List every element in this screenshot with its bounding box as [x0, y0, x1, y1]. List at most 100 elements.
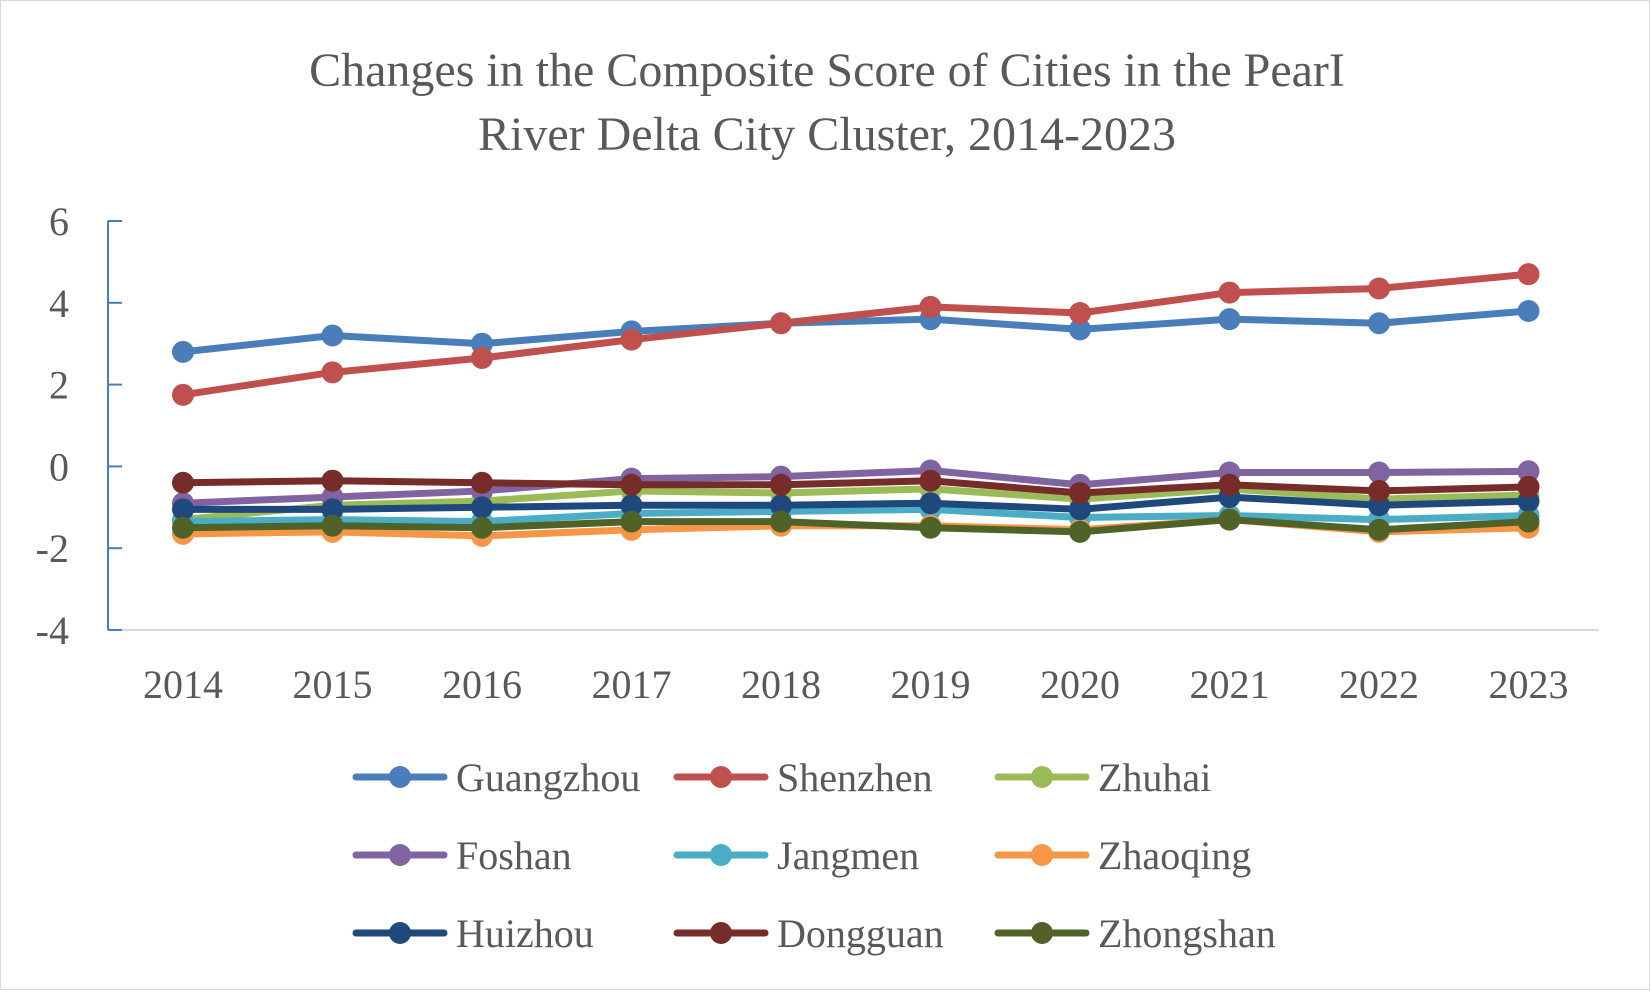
x-axis-ticks: 2014 2015 2016 2017 2018 2019 2020 2021 2022 2023 — [143, 662, 1569, 707]
series-line-zhuhai — [179, 485, 1532, 524]
data-point-zhongshan — [770, 510, 792, 533]
data-point-shenzhen — [172, 383, 194, 406]
x-tick-label: 2016 — [442, 662, 522, 707]
series-line-guangzhou — [179, 307, 1532, 356]
data-point-zhongshan — [1218, 508, 1241, 531]
data-point-dongguan — [919, 469, 942, 492]
data-point-foshan — [1368, 461, 1390, 484]
data-point-huizhou — [321, 498, 344, 521]
data-point-guangzhou — [1069, 318, 1091, 341]
series-line-foshan — [179, 466, 1532, 507]
data-point-shenzhen — [1517, 263, 1540, 286]
legend-label: Foshan — [456, 833, 572, 878]
legend-item-dongguan: Dongguan — [673, 911, 944, 956]
legend-item-zhongshan: Zhongshan — [994, 911, 1276, 956]
legend-swatch-marker — [710, 766, 732, 788]
legend-label: Zhongshan — [1098, 911, 1276, 956]
data-point-shenzhen — [1069, 302, 1091, 325]
legend-swatch-marker — [710, 844, 732, 866]
legend-label: Zhaoqing — [1098, 833, 1251, 878]
series-shenzhen — [172, 263, 1540, 406]
legend-label: Jangmen — [777, 833, 919, 878]
data-point-shenzhen — [1218, 281, 1241, 304]
data-point-huizhou — [620, 494, 643, 517]
x-tick-label: 2023 — [1489, 662, 1569, 707]
series-line-shenzhen — [179, 270, 1532, 399]
chart-legend: Guangzhou Shenzhen Zhuhai Foshan Jangmen Zhao… — [352, 755, 1276, 956]
chart-axes — [107, 221, 1599, 631]
legend-item-jangmen: Jangmen — [673, 833, 919, 878]
data-point-dongguan — [172, 471, 194, 494]
legend-swatch-marker — [389, 844, 411, 866]
x-tick-label: 2017 — [592, 662, 672, 707]
x-tick-label: 2018 — [741, 662, 821, 707]
data-point-guangzhou — [321, 324, 344, 347]
data-point-guangzhou — [1517, 299, 1540, 322]
data-point-dongguan — [1218, 473, 1241, 496]
data-point-dongguan — [471, 471, 493, 494]
chart-title: Changes in the Composite Score of Cities… — [309, 44, 1345, 161]
y-tick-label: 4 — [49, 281, 69, 326]
data-point-shenzhen — [770, 312, 792, 335]
chart-series — [172, 263, 1540, 547]
legend-swatch-marker — [389, 766, 411, 788]
legend-item-guangzhou: Guangzhou — [352, 755, 640, 800]
data-point-zhongshan — [620, 510, 643, 533]
y-tick-label: -4 — [36, 608, 69, 653]
data-point-dongguan — [321, 469, 344, 492]
series-line-zhongshan — [179, 516, 1532, 536]
y-tick-label: -2 — [36, 526, 69, 571]
data-point-zhongshan — [1517, 510, 1540, 533]
data-point-shenzhen — [620, 328, 643, 351]
data-point-dongguan — [620, 473, 643, 496]
data-point-huizhou — [919, 492, 942, 515]
data-point-shenzhen — [919, 295, 942, 318]
legend-item-shenzhen: Shenzhen — [673, 755, 933, 800]
data-point-foshan — [1517, 460, 1540, 483]
series-guangzhou — [172, 299, 1540, 363]
data-point-dongguan — [1069, 481, 1091, 504]
legend-swatch-marker — [1031, 766, 1053, 788]
data-point-guangzhou — [1368, 312, 1390, 335]
data-point-shenzhen — [321, 361, 344, 384]
data-point-dongguan — [1517, 475, 1540, 498]
data-point-shenzhen — [471, 347, 493, 370]
y-tick-label: 2 — [49, 363, 69, 408]
x-tick-label: 2014 — [143, 662, 223, 707]
chart-title-line-2: River Delta City Cluster, 2014-2023 — [478, 108, 1176, 161]
data-point-guangzhou — [1218, 308, 1241, 331]
data-point-shenzhen — [1368, 277, 1390, 300]
data-point-dongguan — [770, 473, 792, 496]
x-tick-label: 2022 — [1339, 662, 1419, 707]
legend-item-foshan: Foshan — [352, 833, 572, 878]
series-line-huizhou — [179, 493, 1532, 513]
series-dongguan — [172, 469, 1540, 504]
data-point-huizhou — [172, 498, 194, 521]
chart-title-line-1: Changes in the Composite Score of Cities… — [309, 44, 1345, 97]
y-axis-ticks: 6 4 2 0 -2 -4 — [36, 199, 122, 653]
legend-label: Dongguan — [777, 911, 944, 956]
data-point-huizhou — [471, 496, 493, 519]
data-point-zhongshan — [919, 516, 942, 539]
legend-item-zhaoqing: Zhaoqing — [994, 833, 1251, 878]
data-point-zhongshan — [172, 516, 194, 539]
y-tick-label: 6 — [49, 199, 69, 244]
x-tick-label: 2021 — [1190, 662, 1270, 707]
legend-item-huizhou: Huizhou — [352, 911, 594, 956]
data-point-dongguan — [1368, 479, 1390, 502]
legend-swatch-marker — [1031, 922, 1053, 944]
legend-label: Huizhou — [456, 911, 594, 956]
y-tick-label: 0 — [49, 444, 69, 489]
data-point-zhongshan — [1069, 520, 1091, 543]
data-point-zhongshan — [321, 514, 344, 537]
legend-label: Guangzhou — [456, 755, 640, 800]
data-point-huizhou — [770, 494, 792, 517]
x-tick-label: 2019 — [891, 662, 971, 707]
data-point-guangzhou — [172, 340, 194, 363]
series-zhongshan — [172, 508, 1540, 543]
data-point-zhongshan — [1368, 518, 1390, 541]
legend-swatch-marker — [710, 922, 732, 944]
legend-item-zhuhai: Zhuhai — [994, 755, 1211, 800]
